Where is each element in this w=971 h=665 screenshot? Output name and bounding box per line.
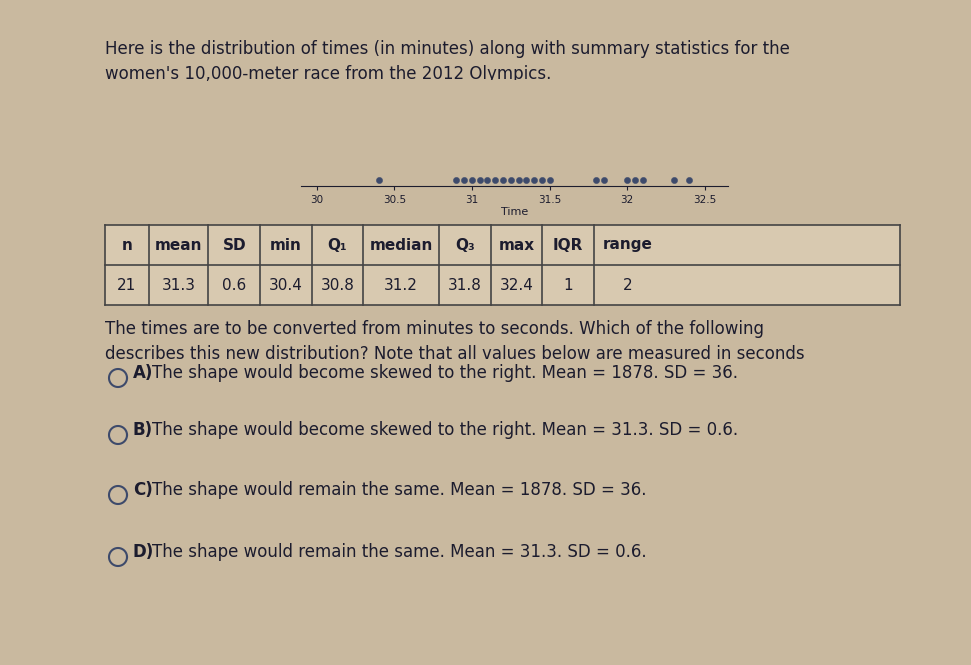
Text: 1: 1 [563, 277, 573, 293]
Text: The shape would become skewed to the right. Mean = 31.3. SD = 0.6.: The shape would become skewed to the rig… [152, 421, 738, 439]
Text: women's 10,000-meter race from the 2012 Olympics.: women's 10,000-meter race from the 2012 … [105, 65, 552, 83]
Text: 21: 21 [117, 277, 137, 293]
Text: 32.4: 32.4 [499, 277, 533, 293]
Text: n: n [121, 237, 132, 253]
Text: max: max [498, 237, 534, 253]
Text: SD: SD [222, 237, 246, 253]
Text: C): C) [133, 481, 152, 499]
Bar [105, 225, 900, 265]
Text: 31.3: 31.3 [161, 277, 195, 293]
Text: 2: 2 [623, 277, 632, 293]
Bar [105, 265, 900, 305]
X-axis label: Time: Time [501, 207, 528, 217]
Text: 31.8: 31.8 [448, 277, 482, 293]
Text: 0.6: 0.6 [222, 277, 247, 293]
Text: D): D) [133, 543, 154, 561]
Text: B): B) [133, 421, 153, 439]
Text: Q₃: Q₃ [454, 237, 475, 253]
Text: The shape would become skewed to the right. Mean = 1878. SD = 36.: The shape would become skewed to the rig… [152, 364, 738, 382]
Text: The times are to be converted from minutes to seconds. Which of the following: The times are to be converted from minut… [105, 320, 764, 338]
Text: The shape would remain the same. Mean = 31.3. SD = 0.6.: The shape would remain the same. Mean = … [152, 543, 647, 561]
Text: describes this new distribution? Note that all values below are measured in seco: describes this new distribution? Note th… [105, 345, 805, 363]
Text: median: median [369, 237, 433, 253]
Text: Here is the distribution of times (in minutes) along with summary statistics for: Here is the distribution of times (in mi… [105, 40, 789, 58]
Text: 30.8: 30.8 [320, 277, 354, 293]
Text: IQR: IQR [552, 237, 584, 253]
Text: A): A) [133, 364, 153, 382]
Text: range: range [603, 237, 653, 253]
Text: min: min [270, 237, 302, 253]
Text: 30.4: 30.4 [269, 277, 303, 293]
Text: Q₁: Q₁ [328, 237, 348, 253]
Text: The shape would remain the same. Mean = 1878. SD = 36.: The shape would remain the same. Mean = … [152, 481, 647, 499]
Text: mean: mean [154, 237, 202, 253]
Text: 31.2: 31.2 [385, 277, 419, 293]
